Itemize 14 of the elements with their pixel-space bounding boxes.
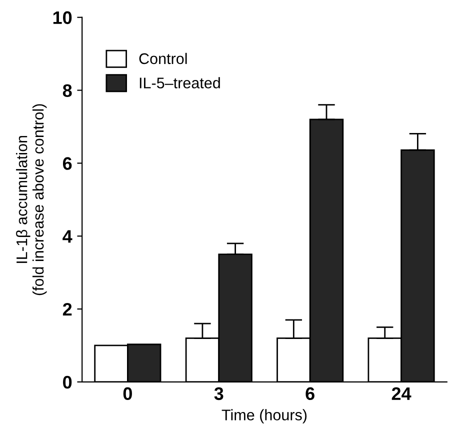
x-tick-label: 24 (392, 387, 412, 400)
y-tick-label: 10 (53, 11, 72, 24)
legend-label: Control (139, 52, 187, 64)
x-axis-title: Time (hours) (222, 409, 307, 424)
y-tick-label: 2 (62, 302, 72, 316)
y-axis-title: IL-1β accumulation (fold increase above control) (16, 104, 47, 296)
y-tick-label: 8 (62, 84, 72, 97)
x-tick-label: 0 (123, 387, 132, 400)
y-tick-label: 0 (63, 376, 72, 389)
x-tick-label: 6 (306, 387, 314, 400)
y-tick-label: 6 (62, 157, 72, 170)
y-tick-label: 4 (62, 230, 72, 243)
legend-label: IL-5–treated (140, 77, 220, 88)
x-tick-label: 3 (214, 387, 224, 400)
